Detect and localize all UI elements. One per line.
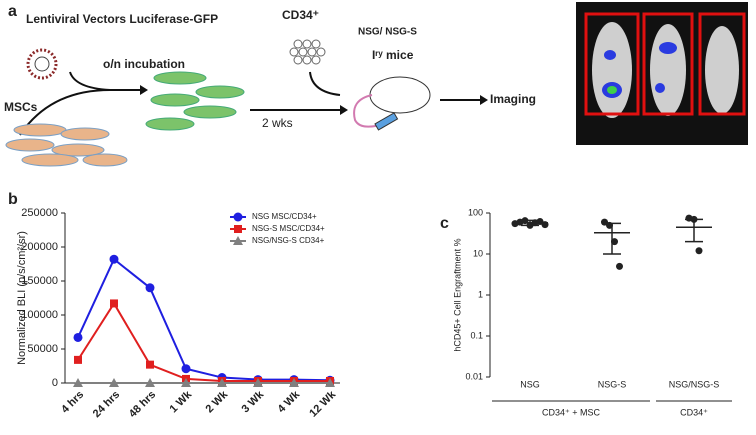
x-tick-label: 48 hrs	[127, 389, 158, 420]
x-tick-label: 1 Wk	[168, 388, 195, 415]
x-tick-label: 24 hrs	[91, 389, 122, 420]
marker	[253, 378, 263, 387]
panel-label: a	[8, 3, 17, 20]
legend-label: NSG-S MSC/CD34+	[252, 224, 325, 233]
imaging: Imaging	[490, 92, 536, 106]
mice-label: NSG/ NSG-S	[358, 27, 417, 38]
marker	[74, 355, 82, 364]
x-tick-label: NSG-S	[598, 379, 627, 389]
arrow	[69, 71, 140, 91]
x-tick-label: NSG/NSG-S	[669, 379, 720, 389]
arrowhead	[340, 105, 348, 115]
marker	[73, 378, 83, 387]
x-tick-label: NSG	[520, 379, 540, 389]
marker	[145, 378, 155, 387]
virus-core	[34, 56, 50, 72]
panel-label: b	[8, 191, 18, 208]
x-tick-label: 2 Wk	[204, 388, 231, 415]
arrowhead	[140, 85, 148, 95]
group-label: CD34⁺	[680, 407, 708, 417]
panel-label: c	[440, 215, 449, 232]
x-tick-label: 12 Wk	[307, 388, 339, 420]
group-label: CD34⁺ + MSC	[542, 407, 601, 417]
y-tick-label: 0.1	[470, 330, 483, 340]
y-tick-label: 100000	[21, 309, 58, 321]
y-tick-label: 250000	[21, 207, 58, 219]
msc-label: MSCs	[4, 100, 38, 114]
y-axis-label: Normalized BLI (p/s/cm²/sr)	[16, 231, 28, 365]
marker	[110, 299, 118, 308]
marker	[289, 378, 299, 387]
x-tick-label: 4 hrs	[59, 389, 86, 416]
mice-sub: Iʳʸ mice	[372, 48, 414, 62]
arrow	[309, 71, 341, 96]
marker	[181, 378, 191, 387]
y-tick-label: 50000	[27, 343, 58, 355]
y-axis-label: hCD45+ Cell Engraftment %	[452, 238, 462, 351]
marker	[181, 364, 191, 374]
marker	[233, 236, 243, 245]
x-tick-label: 3 Wk	[240, 388, 267, 415]
x-tick-label: 4 Wk	[276, 388, 303, 415]
vector-label: Lentiviral Vectors Luciferase-GFP	[26, 12, 218, 26]
marker	[146, 360, 154, 369]
incubation: o/n incubation	[103, 57, 185, 71]
virus	[26, 48, 58, 80]
y-tick-label: 200000	[21, 241, 58, 253]
y-tick-label: 1	[478, 289, 483, 299]
marker	[325, 378, 335, 387]
duration: 2 wks	[262, 116, 293, 130]
y-tick-label: 10	[473, 248, 483, 258]
y-tick-label: 150000	[21, 275, 58, 287]
series-line	[77, 257, 331, 382]
point	[695, 247, 703, 255]
arrowhead	[480, 95, 488, 105]
legend-label: NSG/NSG-S CD34+	[252, 236, 325, 245]
point	[616, 262, 623, 270]
marker	[109, 378, 119, 387]
mouse	[369, 76, 431, 114]
marker	[73, 332, 83, 342]
series-line	[77, 301, 330, 382]
marker	[217, 378, 227, 387]
cd34-label: CD34⁺	[282, 8, 319, 22]
y-tick-label: 0	[52, 377, 58, 389]
marker	[109, 254, 119, 264]
marker	[145, 283, 155, 293]
marker	[234, 225, 242, 233]
y-tick-label: 0.01	[465, 371, 483, 381]
schematic: Lentiviral Vectors Luciferase-GFP o/n in…	[4, 2, 748, 167]
marker	[233, 212, 243, 222]
legend-label: NSG MSC/CD34+	[252, 212, 317, 221]
y-tick-label: 100	[468, 207, 483, 217]
